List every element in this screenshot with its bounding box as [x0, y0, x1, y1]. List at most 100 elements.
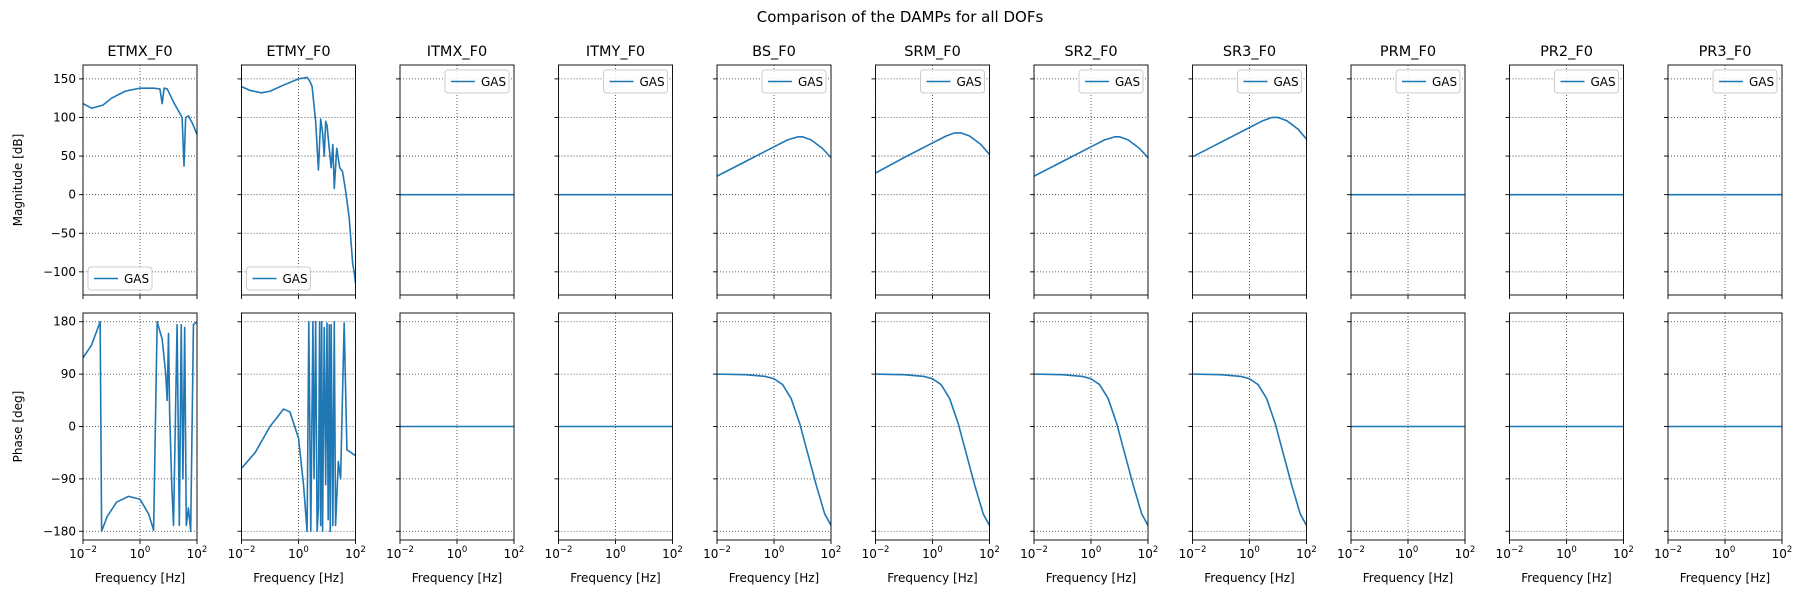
- magnitude-series-line: [241, 76, 356, 284]
- figure-title: Comparison of the DAMPs for all DOFs: [756, 8, 1044, 26]
- magnitude-axis-label: Magnitude [dB]: [11, 134, 25, 227]
- y-tick-label: 0: [68, 420, 76, 434]
- legend-label: GAS: [481, 75, 506, 89]
- x-tick-label: 10−2: [1654, 545, 1682, 561]
- x-tick-label: 100: [605, 545, 626, 561]
- x-tick-label: 102: [821, 545, 842, 561]
- x-tick-label: 10−2: [1337, 545, 1365, 561]
- x-tick-label: 10−2: [1496, 545, 1524, 561]
- legend-label: GAS: [640, 75, 665, 89]
- legend-box: [1237, 69, 1302, 94]
- phase-series-line: [83, 320, 197, 533]
- panel-title: PR3_F0: [1699, 44, 1752, 60]
- x-tick-label: 10−2: [228, 545, 256, 561]
- legend-label: GAS: [283, 272, 308, 286]
- x-tick-label: 102: [1613, 545, 1634, 561]
- phase-series-line: [1034, 373, 1148, 526]
- x-tick-label: 100: [288, 545, 309, 561]
- x-axis-label: Frequency [Hz]: [1204, 571, 1295, 585]
- x-tick-label: 102: [504, 545, 525, 561]
- x-tick-label: 102: [979, 545, 1000, 561]
- phase-series-line: [717, 373, 831, 526]
- x-tick-label: 102: [1138, 545, 1159, 561]
- magnitude-series-line: [1034, 135, 1148, 177]
- x-axis-label: Frequency [Hz]: [729, 571, 820, 585]
- magnitude-series-line: [875, 132, 990, 174]
- magnitude-series-line: [1192, 116, 1307, 158]
- legend-label: GAS: [1749, 75, 1774, 89]
- y-tick-label: −90: [51, 472, 76, 486]
- legend-box: [1712, 69, 1778, 94]
- legend-label: GAS: [957, 75, 982, 89]
- x-tick-label: 10−2: [545, 545, 573, 561]
- panel-title: PR2_F0: [1540, 44, 1593, 60]
- x-axis-label: Frequency [Hz]: [1046, 571, 1137, 585]
- legend-label: GAS: [1274, 75, 1299, 89]
- x-tick-label: 100: [764, 545, 785, 561]
- legend-box: [1395, 69, 1461, 94]
- y-tick-label: 50: [61, 149, 76, 163]
- x-tick-label: 102: [662, 545, 683, 561]
- x-tick-label: 100: [922, 545, 943, 561]
- legend-box: [1078, 69, 1144, 94]
- phase-series-line: [875, 373, 990, 526]
- x-tick-label: 102: [345, 545, 366, 561]
- x-tick-label: 102: [187, 545, 208, 561]
- legend-box: [444, 69, 510, 94]
- panel-title: SR2_F0: [1064, 44, 1117, 60]
- x-tick-label: 100: [447, 545, 468, 561]
- y-tick-label: −180: [43, 524, 76, 538]
- x-tick-label: 100: [1398, 545, 1419, 561]
- x-tick-label: 10−2: [703, 545, 731, 561]
- y-tick-label: 90: [61, 367, 76, 381]
- x-tick-label: 100: [130, 545, 151, 561]
- legend-label: GAS: [1432, 75, 1457, 89]
- x-tick-label: 10−2: [862, 545, 890, 561]
- y-tick-label: −50: [51, 226, 76, 240]
- x-axis-label: Frequency [Hz]: [1680, 571, 1771, 585]
- x-axis-label: Frequency [Hz]: [1363, 571, 1454, 585]
- legend-label: GAS: [1115, 75, 1140, 89]
- legend-box: [87, 266, 153, 291]
- phase-axis-label: Phase [deg]: [11, 391, 25, 463]
- magnitude-series-line: [717, 135, 831, 177]
- panel-title: BS_F0: [752, 44, 796, 60]
- y-tick-label: 0: [68, 188, 76, 202]
- x-tick-label: 10−2: [69, 545, 97, 561]
- legend-box: [246, 266, 311, 291]
- x-axis-label: Frequency [Hz]: [412, 571, 503, 585]
- y-tick-label: 150: [53, 72, 76, 86]
- legend-label: GAS: [124, 272, 149, 286]
- y-tick-label: 100: [53, 110, 76, 124]
- x-tick-label: 100: [1556, 545, 1577, 561]
- x-tick-label: 10−2: [1020, 545, 1048, 561]
- magnitude-series-line: [83, 87, 197, 167]
- y-tick-label: 180: [53, 315, 76, 329]
- x-tick-label: 102: [1296, 545, 1317, 561]
- x-tick-label: 102: [1772, 545, 1793, 561]
- x-tick-label: 100: [1081, 545, 1102, 561]
- panel-title: SR3_F0: [1223, 44, 1276, 60]
- legend-box: [603, 69, 668, 94]
- legend-box: [761, 69, 827, 94]
- phase-series-line: [1192, 373, 1307, 526]
- panel-title: ETMX_F0: [107, 44, 172, 60]
- panel-title: ETMY_F0: [266, 44, 330, 60]
- y-tick-label: −100: [43, 265, 76, 279]
- x-axis-label: Frequency [Hz]: [95, 571, 186, 585]
- panel-title: PRM_F0: [1380, 44, 1436, 60]
- x-axis-label: Frequency [Hz]: [253, 571, 344, 585]
- x-tick-label: 10−2: [386, 545, 414, 561]
- x-axis-label: Frequency [Hz]: [570, 571, 661, 585]
- panel-title: SRM_F0: [904, 44, 961, 60]
- x-axis-label: Frequency [Hz]: [887, 571, 978, 585]
- legend-label: GAS: [1591, 75, 1616, 89]
- legend-box: [920, 69, 985, 94]
- legend-label: GAS: [798, 75, 823, 89]
- legend-box: [1554, 69, 1619, 94]
- panel-title: ITMY_F0: [586, 44, 645, 60]
- x-tick-label: 102: [1455, 545, 1476, 561]
- panel-title: ITMX_F0: [427, 44, 487, 60]
